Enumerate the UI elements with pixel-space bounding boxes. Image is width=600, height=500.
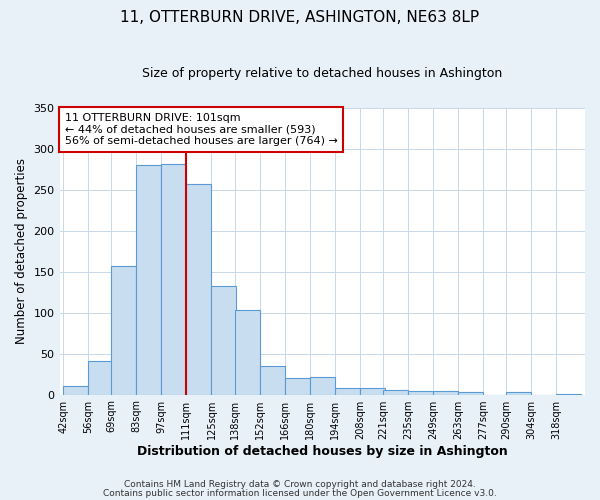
Bar (235, 310, 260, 394)
Text: 11 OTTERBURN DRIVE: 101sqm
← 44% of detached houses are smaller (593)
56% of sem: 11 OTTERBURN DRIVE: 101sqm ← 44% of deta… (65, 113, 338, 146)
Bar (161, 164, 187, 394)
Text: Contains HM Land Registry data © Crown copyright and database right 2024.: Contains HM Land Registry data © Crown c… (124, 480, 476, 489)
Y-axis label: Number of detached properties: Number of detached properties (15, 158, 28, 344)
Bar (88, 361, 113, 394)
Bar (136, 166, 161, 394)
Title: Size of property relative to detached houses in Ashington: Size of property relative to detached ho… (142, 68, 502, 80)
Bar (112, 266, 136, 394)
Bar (506, 392, 532, 394)
X-axis label: Distribution of detached houses by size in Ashington: Distribution of detached houses by size … (137, 444, 508, 458)
Bar (285, 378, 310, 394)
Bar (335, 388, 360, 394)
Bar (383, 390, 408, 394)
Bar (360, 388, 385, 394)
Bar (310, 378, 335, 394)
Bar (63, 386, 88, 394)
Bar (260, 366, 285, 394)
Bar (187, 184, 211, 394)
Bar (433, 392, 458, 394)
Text: Contains public sector information licensed under the Open Government Licence v3: Contains public sector information licen… (103, 488, 497, 498)
Text: 11, OTTERBURN DRIVE, ASHINGTON, NE63 8LP: 11, OTTERBURN DRIVE, ASHINGTON, NE63 8LP (121, 10, 479, 25)
Bar (211, 286, 236, 395)
Bar (408, 392, 433, 394)
Bar (458, 392, 483, 394)
